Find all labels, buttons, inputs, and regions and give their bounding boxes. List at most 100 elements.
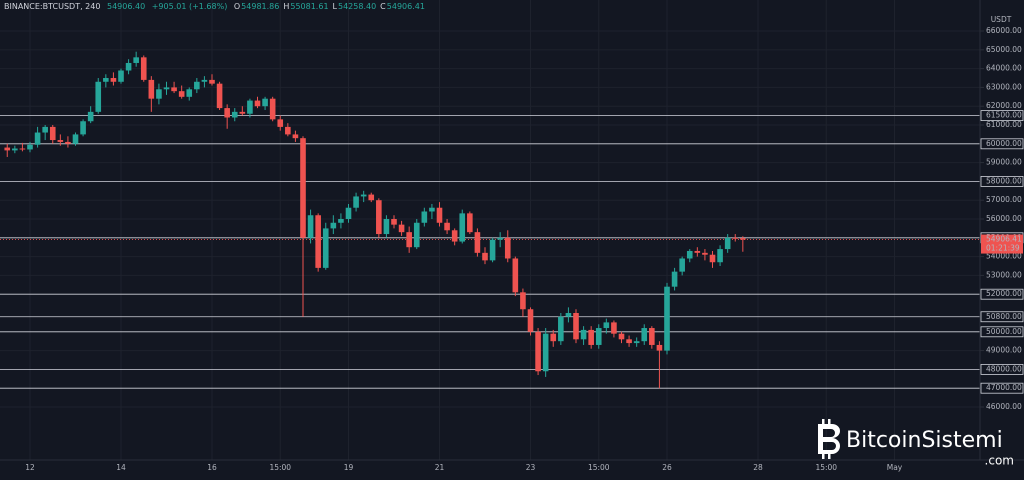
candle-body [118, 70, 124, 82]
candle-body [550, 333, 557, 342]
candle-body [664, 286, 670, 351]
candle-body [558, 316, 564, 342]
candle-body [163, 87, 170, 90]
level-label-box [980, 311, 1024, 323]
logo-tick [828, 419, 831, 424]
candle-body [520, 292, 526, 310]
logo-tick [828, 454, 831, 459]
x-tick-label: 14 [116, 463, 126, 472]
level-label-box [980, 382, 1024, 394]
candle-body [436, 207, 443, 223]
candle-body [398, 224, 405, 233]
x-tick-label: 28 [753, 463, 763, 472]
candle-body [732, 237, 739, 239]
candle-body [671, 271, 678, 287]
level-label: 60000.00 [986, 139, 1022, 148]
candle-body [565, 312, 572, 317]
candle-body [633, 341, 640, 344]
candle-body [611, 322, 617, 334]
candle-body [103, 78, 109, 82]
candle-body [216, 83, 223, 109]
x-tick-label: 19 [344, 463, 354, 472]
candle-body [262, 98, 268, 107]
y-unit: USDT [991, 15, 1012, 24]
change: +905.01 (+1.68%) [152, 2, 228, 11]
candle-body [497, 237, 503, 240]
x-tick-label: 12 [25, 463, 35, 472]
ohlc-key: C [380, 2, 386, 11]
watermark-suffix: .com [985, 454, 1014, 468]
candle-body [542, 333, 549, 372]
candle-body [649, 328, 655, 345]
candle-body [679, 258, 685, 272]
candle-body [535, 331, 541, 372]
ohlc-value: 54981.86 [241, 2, 279, 11]
level-label: 50800.00 [986, 312, 1022, 321]
candle-body [444, 222, 450, 231]
candle-body [224, 108, 230, 118]
candle-body [421, 211, 428, 223]
candle-body [247, 100, 253, 114]
y-tick-label: 54000.00 [986, 252, 1022, 261]
candle-body [57, 140, 64, 142]
candle-body [580, 329, 587, 340]
candle-body [307, 215, 314, 238]
candle-body [125, 62, 132, 71]
candle-body [724, 237, 731, 250]
candle-body [140, 57, 147, 80]
candle-body [512, 258, 519, 293]
y-tick-label: 49000.00 [986, 346, 1022, 355]
candle-body [709, 254, 716, 263]
y-tick-label: 57000.00 [986, 195, 1022, 204]
candle-body [391, 219, 397, 225]
candle-body [406, 232, 412, 248]
candle-body [209, 79, 215, 84]
level-label-box [980, 288, 1024, 300]
candle-body [186, 89, 193, 97]
candle-body [618, 333, 625, 340]
logo-tick [822, 454, 825, 459]
candle-body [148, 79, 155, 99]
candle-body [27, 144, 33, 150]
ohlc-key: L [333, 2, 338, 11]
candle-body [239, 111, 246, 114]
level-label: 61500.00 [986, 111, 1022, 120]
y-tick-label: 46000.00 [986, 402, 1022, 411]
candle-body [482, 252, 488, 261]
candle-body [573, 312, 579, 340]
candle-body [19, 148, 26, 150]
candle-body [87, 111, 94, 122]
candle-body [156, 89, 162, 99]
watermark: BitcoinSistemi .com [818, 419, 1014, 468]
candle-body [467, 213, 473, 233]
candle-body [383, 219, 390, 235]
candle-body [368, 194, 375, 201]
candle-body [504, 237, 511, 259]
candle-body [740, 238, 746, 240]
x-tick-label: 26 [662, 463, 672, 472]
level-label: 58000.00 [986, 176, 1022, 185]
candle-body [178, 91, 185, 97]
candle-body [34, 132, 41, 145]
candle-body [429, 207, 435, 212]
countdown: 01:21:39 [986, 244, 1020, 253]
ohlc-value: 55081.61 [290, 2, 328, 11]
x-axis: 12 14 16 15:00 19 21 23 15:00 26 28 15:00 May [25, 463, 903, 472]
y-tick-label: 53000.00 [986, 270, 1022, 279]
y-tick-label: 63000.00 [986, 82, 1022, 91]
candle-body [360, 194, 367, 197]
candle-body [277, 119, 284, 127]
candle-body [133, 57, 139, 63]
y-tick-label: 62000.00 [986, 101, 1022, 110]
candle-body [353, 196, 359, 208]
level-label-box [980, 110, 1024, 122]
x-tick-label: 15:00 [269, 463, 291, 472]
candle-body [656, 344, 663, 351]
candle-body [72, 134, 79, 144]
y-tick-label: 66000.00 [986, 26, 1022, 35]
candle-body [376, 200, 382, 235]
candle-body [80, 121, 86, 135]
candle-body [489, 239, 496, 261]
candle-body [527, 309, 534, 332]
